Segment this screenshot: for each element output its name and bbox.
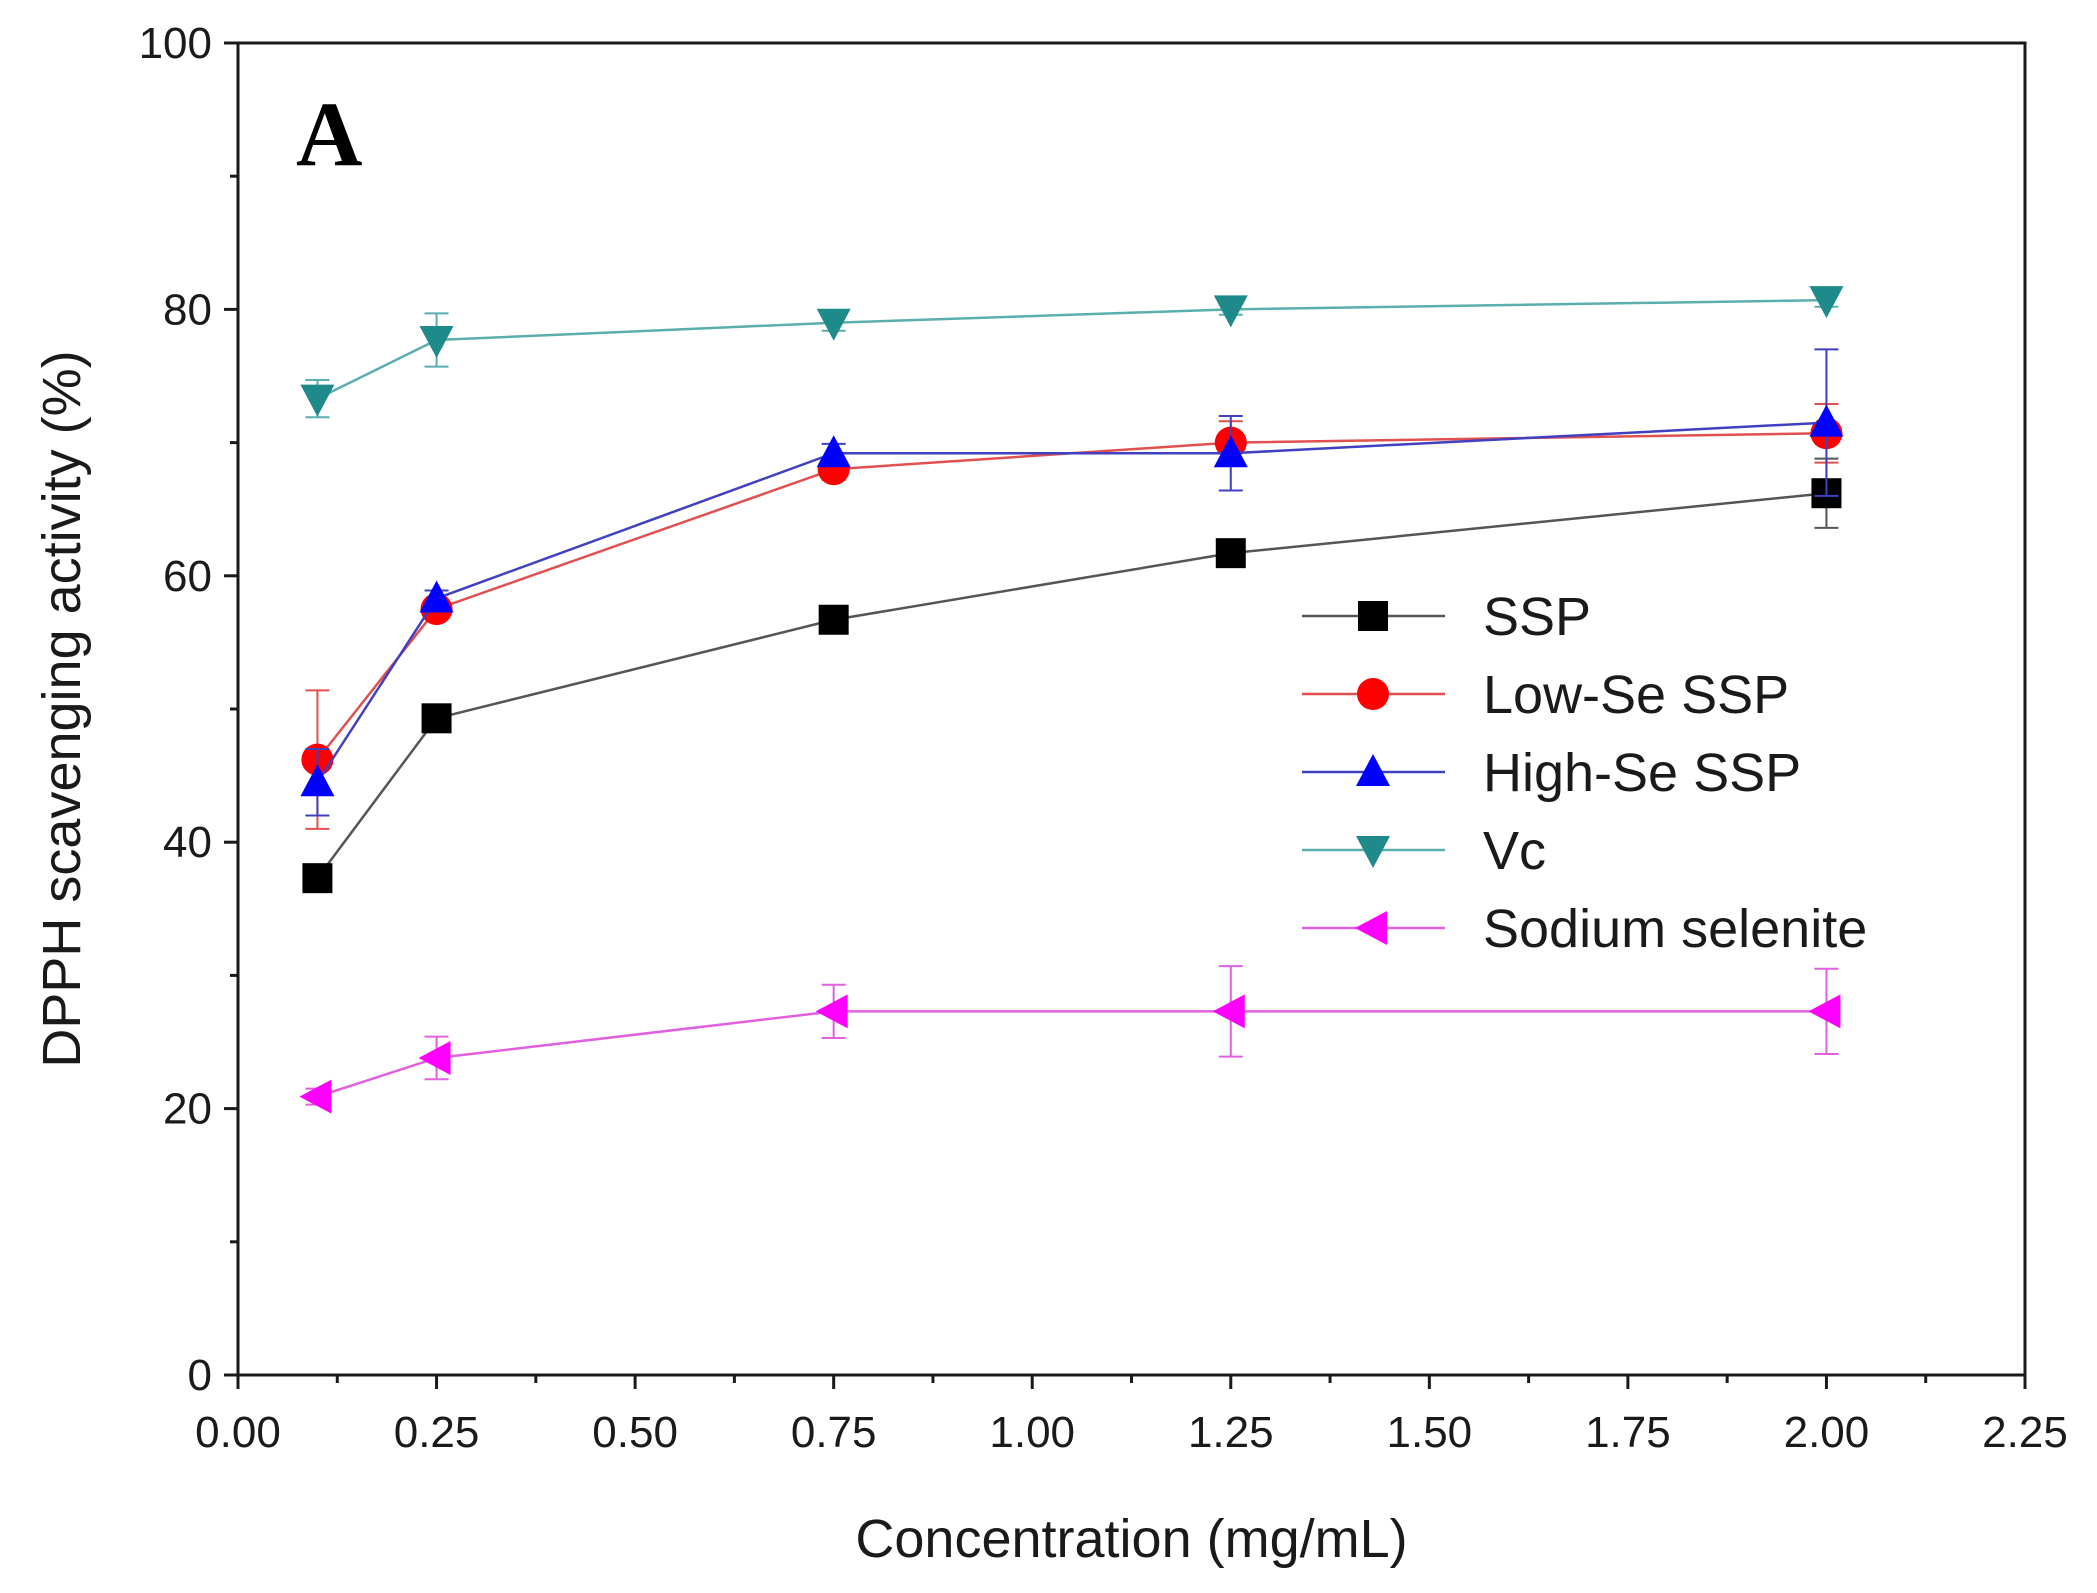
series-vc [300,286,1844,419]
legend-label: Sodium selenite [1483,899,1867,959]
panel-label: A [296,83,362,185]
data-point [1809,404,1844,437]
axes-layer: 0.00 0.25 0.50 0.75 1.00 1.25 1.50 1.75 2.00 2.25… [139,19,2068,1457]
data-point [1213,435,1248,468]
data-point [421,703,452,734]
legend-label: Vc [1483,821,1546,881]
legend-label: Low-Se SSP [1483,665,1789,725]
data-point [1215,538,1246,569]
y-tick-label: 0 [188,1351,212,1400]
data-point [816,308,851,341]
data-point [300,384,335,417]
y-tick-label: 20 [163,1085,212,1134]
legend-item: SSP [1302,587,1591,647]
x-tick-label: 1.00 [989,1408,1075,1457]
series-high-se-ssp [300,348,1844,817]
legend-item: High-Se SSP [1302,743,1801,803]
data-point [419,580,454,613]
x-tick-label: 2.00 [1784,1408,1870,1457]
x-axis-title: Concentration (mg/mL) [855,1509,1407,1569]
series-line [316,298,1827,400]
data-point [302,863,333,894]
y-tick-label: 60 [163,552,212,601]
x-tick-label: 0.25 [394,1408,480,1457]
data-point [300,764,335,797]
series-line [317,1010,1827,1098]
data-point [815,994,848,1029]
data-point [418,1040,451,1075]
legend-marker [1357,678,1389,710]
x-tick-label: 0.50 [592,1408,678,1457]
series-sodium-selenite [299,965,1841,1114]
x-tick-label: 1.50 [1387,1408,1473,1457]
x-tick-label: 1.25 [1188,1408,1274,1457]
data-point [818,604,849,635]
x-tick-label: 0.00 [195,1408,281,1457]
x-tick-label: 2.25 [1982,1408,2068,1457]
y-tick-label: 80 [163,285,212,334]
data-point [419,326,454,359]
legend-item: Low-Se SSP [1302,665,1789,725]
series-ssp [302,457,1842,894]
series-line [316,421,1827,783]
legend-marker [1358,601,1388,631]
legend-marker [1355,911,1387,945]
legend-label: SSP [1483,587,1591,647]
data-point [816,435,851,468]
y-tick-label: 100 [139,19,212,68]
data-point [1809,286,1844,319]
y-tick-label: 40 [163,818,212,867]
legend-label: High-Se SSP [1483,743,1801,803]
legend-marker [1356,754,1390,786]
series-layer [299,286,1844,1114]
data-point [299,1079,332,1114]
legend-marker [1356,836,1390,868]
y-axis-title: DPPH scavenging activity (%) [32,350,92,1067]
data-point [1213,295,1248,328]
x-tick-label: 1.75 [1585,1408,1671,1457]
data-point [1212,994,1245,1029]
legend-item: Vc [1302,821,1546,881]
x-tick-label: 0.75 [791,1408,877,1457]
legend: SSP Low-Se SSP High-Se SSP Vc Sodium selenit… [1302,587,1867,959]
legend-item: Sodium selenite [1302,899,1867,959]
data-point [1808,994,1841,1029]
